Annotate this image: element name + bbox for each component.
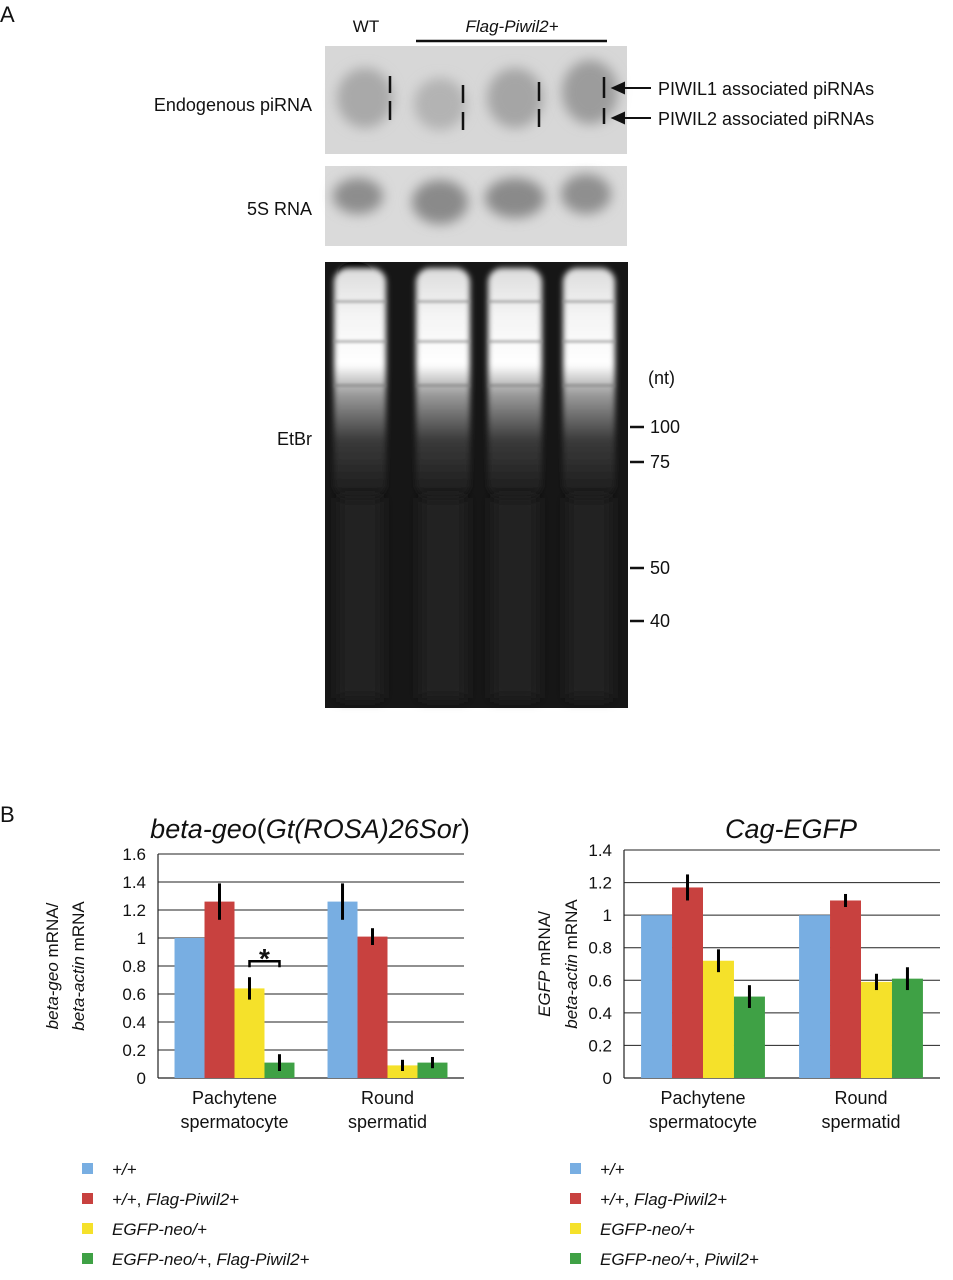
panel-a-letter: A bbox=[0, 2, 15, 27]
category-label: Round bbox=[834, 1088, 887, 1108]
bar bbox=[387, 1065, 418, 1078]
lane-label-wt: WT bbox=[353, 17, 379, 36]
bar bbox=[891, 978, 923, 1078]
legend-swatch bbox=[570, 1253, 581, 1264]
category-label: Round bbox=[361, 1088, 414, 1108]
bar bbox=[703, 960, 734, 1078]
category-label: spermatid bbox=[821, 1112, 900, 1132]
y-tick-label: 0 bbox=[137, 1069, 146, 1088]
pirna-blot bbox=[325, 46, 627, 154]
legend-label: +/+ bbox=[600, 1160, 625, 1179]
bar bbox=[234, 988, 265, 1078]
5s-blot bbox=[325, 166, 627, 246]
size-marker-75: 75 bbox=[650, 452, 670, 472]
size-marker-50: 50 bbox=[650, 558, 670, 578]
legend-swatch bbox=[570, 1193, 581, 1204]
y-tick-label: 0.2 bbox=[588, 1036, 612, 1055]
legend-label: +/+ bbox=[112, 1160, 137, 1179]
category-label: Pachytene bbox=[192, 1088, 277, 1108]
bar bbox=[830, 900, 861, 1078]
category-label: Pachytene bbox=[660, 1088, 745, 1108]
band-ticks bbox=[388, 76, 606, 130]
size-marker-ticks bbox=[630, 425, 644, 623]
bar bbox=[204, 901, 235, 1078]
row-label-endogenous: Endogenous piRNA bbox=[154, 95, 312, 115]
y-tick-label: 1 bbox=[137, 929, 146, 948]
row-label-etbr: EtBr bbox=[277, 429, 312, 449]
bar bbox=[799, 915, 831, 1078]
legend-swatch bbox=[82, 1223, 93, 1234]
y-axis-label-line1: beta-geo mRNA/ bbox=[43, 902, 62, 1029]
y-axis-label-line2: beta-actin mRNA bbox=[69, 901, 88, 1031]
legend-label: EGFP-neo/+ bbox=[600, 1220, 695, 1239]
nt-unit-label: (nt) bbox=[648, 368, 675, 388]
bar bbox=[417, 1062, 448, 1078]
y-tick-label: 1.4 bbox=[588, 841, 612, 860]
y-tick-label: 0 bbox=[603, 1069, 612, 1088]
y-tick-label: 0.6 bbox=[588, 971, 612, 990]
bar bbox=[733, 996, 765, 1078]
bar bbox=[861, 981, 892, 1078]
category-label: spermatocyte bbox=[180, 1112, 288, 1132]
significance-bracket bbox=[248, 959, 281, 968]
category-label: spermatocyte bbox=[649, 1112, 757, 1132]
y-axis-label-line1: EGFP mRNA/ bbox=[535, 911, 554, 1017]
y-tick-label: 0.2 bbox=[122, 1041, 146, 1060]
size-marker-100: 100 bbox=[650, 417, 680, 437]
cag-egfp-chart: Cag-EGFP EGFP mRNA/beta-actin mRNA 0 0.2 0.4… bbox=[535, 814, 940, 1269]
etbr-gel bbox=[325, 262, 628, 708]
y-tick-label: 1.2 bbox=[588, 874, 612, 893]
legend-swatch bbox=[82, 1253, 93, 1264]
legend-label: EGFP-neo/+, Piwil2+ bbox=[600, 1250, 759, 1269]
category-label: spermatid bbox=[348, 1112, 427, 1132]
beta-geo-chart: beta-geo(Gt(ROSA)26Sor) beta-geo mRNA/bet… bbox=[43, 814, 470, 1269]
bar bbox=[357, 936, 388, 1078]
arrow-label-piwil1: PIWIL1 associated piRNAs bbox=[658, 79, 874, 99]
legend-swatch bbox=[570, 1163, 581, 1174]
chart-title: beta-geo(Gt(ROSA)26Sor) bbox=[150, 814, 470, 844]
y-axis-label-line2: beta-actin mRNA bbox=[562, 899, 581, 1029]
y-tick-label: 0.8 bbox=[122, 957, 146, 976]
size-marker-40: 40 bbox=[650, 611, 670, 631]
panel-b-letter: B bbox=[0, 802, 15, 827]
bar bbox=[672, 887, 703, 1078]
bar bbox=[327, 901, 358, 1078]
pointer-arrows bbox=[610, 81, 651, 125]
lane-group-label: Flag-Piwil2+ bbox=[465, 17, 558, 36]
y-tick-label: 1.2 bbox=[122, 901, 146, 920]
bar bbox=[174, 938, 205, 1078]
legend-label: EGFP-neo/+, Flag-Piwil2+ bbox=[112, 1250, 310, 1269]
y-tick-label: 0.8 bbox=[588, 939, 612, 958]
row-label-5s: 5S RNA bbox=[247, 199, 312, 219]
legend-label: +/+, Flag-Piwil2+ bbox=[600, 1190, 727, 1209]
y-tick-label: 1.6 bbox=[122, 845, 146, 864]
y-tick-label: 0.6 bbox=[122, 985, 146, 1004]
legend-swatch bbox=[82, 1163, 93, 1174]
y-tick-label: 1.4 bbox=[122, 873, 146, 892]
bar bbox=[641, 915, 673, 1078]
legend-swatch bbox=[82, 1193, 93, 1204]
chart-title: Cag-EGFP bbox=[725, 814, 857, 844]
legend-label: EGFP-neo/+ bbox=[112, 1220, 207, 1239]
y-tick-label: 0.4 bbox=[122, 1013, 146, 1032]
y-tick-label: 1 bbox=[603, 906, 612, 925]
legend-swatch bbox=[570, 1223, 581, 1234]
arrow-label-piwil2: PIWIL2 associated piRNAs bbox=[658, 109, 874, 129]
significance-star: * bbox=[259, 943, 270, 974]
y-tick-label: 0.4 bbox=[588, 1004, 612, 1023]
legend-label: +/+, Flag-Piwil2+ bbox=[112, 1190, 239, 1209]
